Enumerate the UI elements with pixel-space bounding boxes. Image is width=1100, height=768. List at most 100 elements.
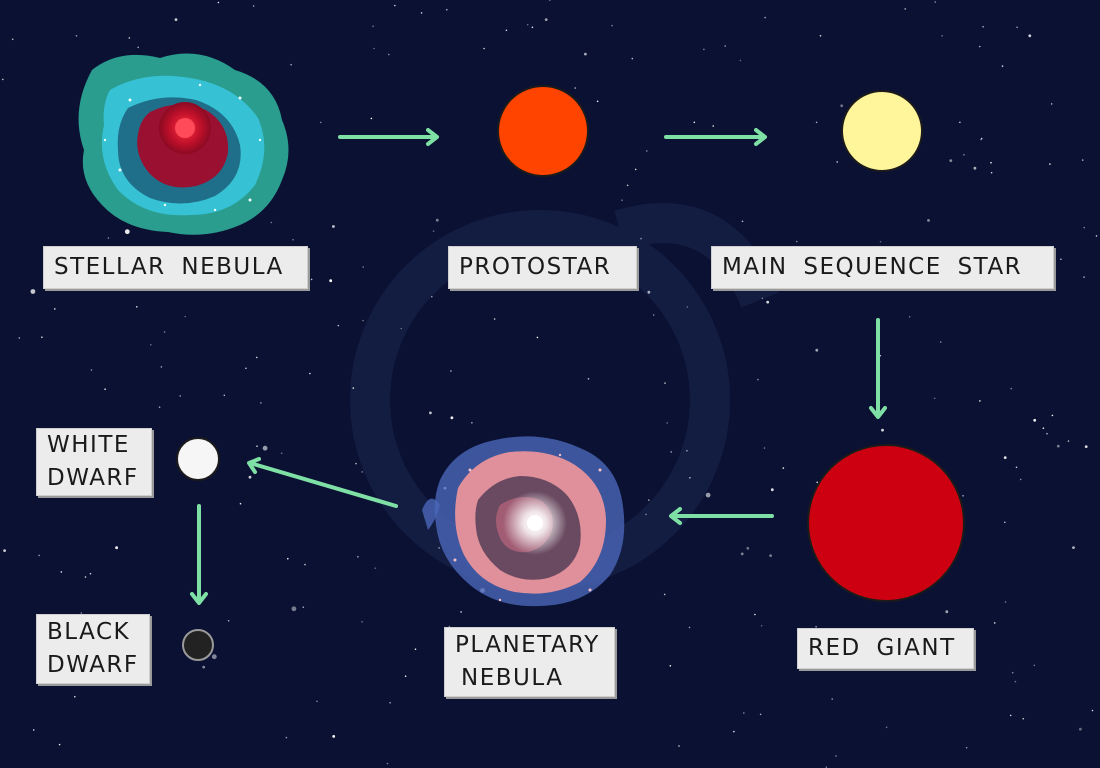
star-dot [400, 327, 403, 330]
star-dot [1051, 414, 1054, 417]
star-dot [404, 675, 407, 677]
planetary-nebula-icon [422, 436, 625, 607]
stellar-nebula-icon [78, 53, 289, 235]
star-dot [3, 549, 6, 552]
label-white-dwarf-line-1: WHITE [47, 431, 130, 458]
star-dot [941, 35, 943, 37]
star-dot [836, 161, 838, 163]
star-dot [270, 221, 273, 224]
label-stellar-nebula: STELLAR NEBULA [43, 246, 308, 289]
red-giant-icon [807, 444, 965, 602]
star-dot [634, 168, 637, 171]
star-dot [332, 225, 335, 228]
star-dot [362, 266, 365, 268]
star-dot [1079, 727, 1082, 731]
star-dot [260, 402, 262, 404]
star-dot [115, 546, 118, 550]
star-dot [815, 625, 817, 628]
star-dot [689, 477, 691, 479]
star-dot [693, 121, 696, 124]
star-dot [733, 730, 735, 733]
star-dot [933, 397, 936, 400]
star-dot [739, 59, 742, 62]
star-dot [150, 343, 152, 346]
star-dot [320, 121, 322, 124]
label-white-dwarf-line-2: DWARF [47, 465, 139, 491]
star-dot [686, 449, 688, 452]
star-dot [302, 606, 305, 608]
star-dot [329, 279, 333, 283]
star-dot [184, 315, 186, 318]
star-dot [2, 78, 4, 81]
star-dot [493, 318, 496, 320]
star-dot [1015, 466, 1018, 469]
star-dot [362, 319, 364, 322]
star-dot [11, 38, 14, 41]
star-dot [741, 220, 744, 223]
star-dot [1046, 432, 1048, 435]
star-dot [1022, 717, 1025, 720]
star-dot [75, 35, 78, 37]
star-dot [361, 471, 364, 473]
star-dot [1001, 65, 1004, 67]
star-dot [949, 159, 953, 163]
star-dot [373, 47, 375, 50]
star-dot [761, 297, 764, 300]
star-dot [759, 713, 762, 716]
arrow-white-dwarf-to-black-dwarf [190, 504, 208, 605]
star-dot [89, 572, 92, 575]
star-dot [746, 546, 750, 550]
star-dot [280, 452, 283, 455]
star-dot [124, 229, 130, 235]
star-dot [757, 378, 759, 381]
star-dot [1033, 664, 1036, 667]
star-dot [1084, 445, 1088, 448]
star-dot [686, 306, 689, 308]
star-dot [217, 1, 220, 4]
star-dot [596, 100, 599, 103]
star-dot [1009, 714, 1012, 717]
star-dot [420, 12, 423, 14]
star-dot [432, 230, 435, 232]
star-dot [136, 306, 138, 308]
star-dot [1049, 163, 1051, 165]
star-dot [471, 422, 473, 424]
star-dot [770, 488, 774, 492]
star-dot [18, 337, 21, 339]
star-dot [291, 606, 297, 612]
star-dot [1003, 456, 1007, 459]
star-dot [388, 53, 390, 56]
star-dot [438, 547, 440, 549]
star-dot [1091, 709, 1094, 712]
star-dot [724, 45, 726, 47]
star-dot [669, 665, 672, 667]
star-dot [256, 445, 258, 448]
label-protostar: PROTOSTAR [448, 246, 637, 289]
star-dot [1081, 159, 1084, 161]
star-dot [450, 370, 452, 372]
star-dot [815, 348, 819, 352]
star-dot [1016, 26, 1018, 29]
star-dot [310, 278, 313, 281]
star-dot [621, 199, 623, 201]
star-dot [84, 576, 87, 578]
star-dot [754, 613, 756, 616]
star-dot [137, 46, 139, 49]
star-dot [332, 735, 336, 738]
star-dot [766, 300, 770, 304]
label-black-dwarf-line-2: DWARF [47, 652, 139, 678]
star-dot [764, 16, 766, 19]
star-dot [536, 336, 539, 339]
star-dot [245, 367, 247, 370]
star-dot [1067, 440, 1070, 442]
star-dot [372, 25, 374, 28]
star-dot [414, 648, 417, 650]
star-dot [1014, 680, 1017, 683]
label-planetary-nebula-line-1: PLANETARY [455, 631, 600, 658]
star-dot [705, 492, 711, 498]
star-dot [355, 462, 357, 465]
star-dot [460, 611, 462, 613]
star-dot [712, 125, 714, 127]
star-dot [1011, 671, 1014, 674]
